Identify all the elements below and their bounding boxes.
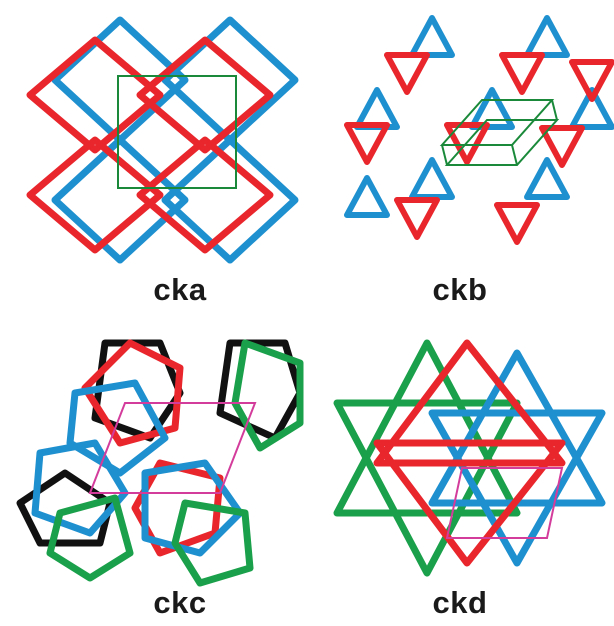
panel-ckb: ckb	[307, 0, 614, 313]
ckb-unit-cell	[439, 99, 560, 166]
panel-ckc: ckc	[0, 313, 307, 626]
panel-label-ckb: ckb	[432, 272, 488, 307]
panel-ckd: ckd	[307, 313, 614, 626]
panel-label-ckd: ckd	[432, 585, 488, 620]
cka-unit-cell	[117, 75, 237, 189]
cka-structure	[26, 16, 299, 264]
ckc-unit-cell	[88, 402, 257, 494]
ckb-structure	[344, 15, 614, 245]
panel-label-ckc: ckc	[153, 585, 207, 620]
ckd-unit-cell	[445, 467, 564, 539]
panel-label-cka: cka	[153, 272, 207, 307]
ckd-structure	[333, 339, 606, 577]
panel-cka: cka	[0, 0, 307, 313]
ckc-structure	[16, 339, 304, 587]
